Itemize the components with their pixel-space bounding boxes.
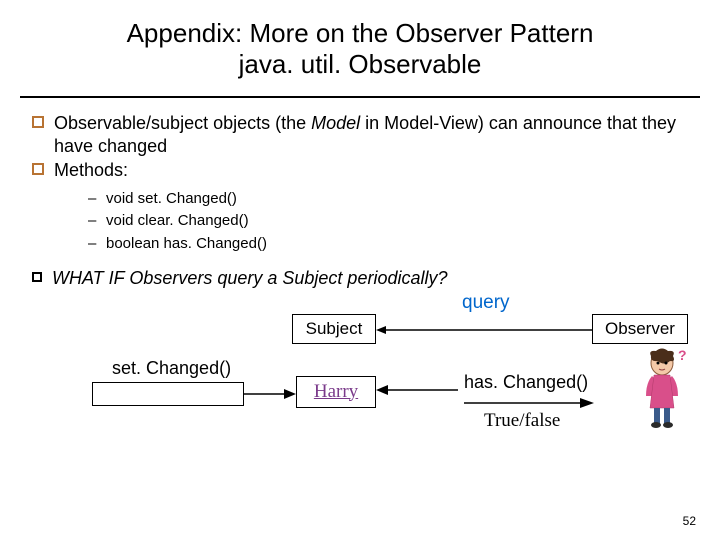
bullet-1: Observable/subject objects (the Model in…	[32, 112, 692, 157]
empty-box	[92, 382, 244, 406]
person-figure-icon: ?	[634, 348, 690, 428]
truefalse-label: True/false	[484, 410, 560, 432]
title-line-1: Appendix: More on the Observer Pattern	[0, 18, 720, 49]
slide-title: Appendix: More on the Observer Pattern j…	[0, 0, 720, 90]
bullet-2: Methods:	[32, 159, 692, 182]
bullet-whatif: WHAT IF Observers query a Subject period…	[32, 267, 692, 290]
diagram-area: query Subject Observer set. Changed() Ha…	[32, 292, 692, 472]
whatif-text: WHAT IF Observers query a Subject period…	[52, 267, 447, 290]
method-2: –void clear. Changed()	[88, 210, 692, 233]
query-arrow-icon	[376, 324, 592, 336]
bullet-1-text: Observable/subject objects (the Model in…	[54, 112, 692, 157]
truefalse-arrow-icon	[464, 396, 594, 410]
observer-box: Observer	[592, 314, 688, 344]
harry-box: Harry	[296, 376, 376, 408]
page-number: 52	[683, 514, 696, 528]
query-label: query	[462, 292, 510, 314]
svg-text:?: ?	[678, 348, 687, 363]
setchanged-arrow-icon	[244, 386, 296, 402]
methods-list: –void set. Changed() –void clear. Change…	[32, 188, 692, 256]
method-1: –void set. Changed()	[88, 188, 692, 211]
checkbox-bullet-icon	[32, 116, 44, 128]
square-bullet-icon	[32, 272, 42, 282]
checkbox-bullet-icon	[32, 163, 44, 175]
haschanged-arrow-icon	[376, 382, 458, 398]
subject-box: Subject	[292, 314, 376, 344]
method-3: –boolean has. Changed()	[88, 233, 692, 256]
title-line-2: java. util. Observable	[0, 49, 720, 80]
haschanged-label: has. Changed()	[464, 372, 588, 393]
content-area: Observable/subject objects (the Model in…	[0, 98, 720, 472]
bullet-1-italic: Model	[311, 113, 360, 133]
bullet-1-part1: Observable/subject objects (the	[54, 113, 311, 133]
bullet-2-text: Methods:	[54, 159, 128, 182]
setchanged-label: set. Changed()	[112, 358, 231, 379]
